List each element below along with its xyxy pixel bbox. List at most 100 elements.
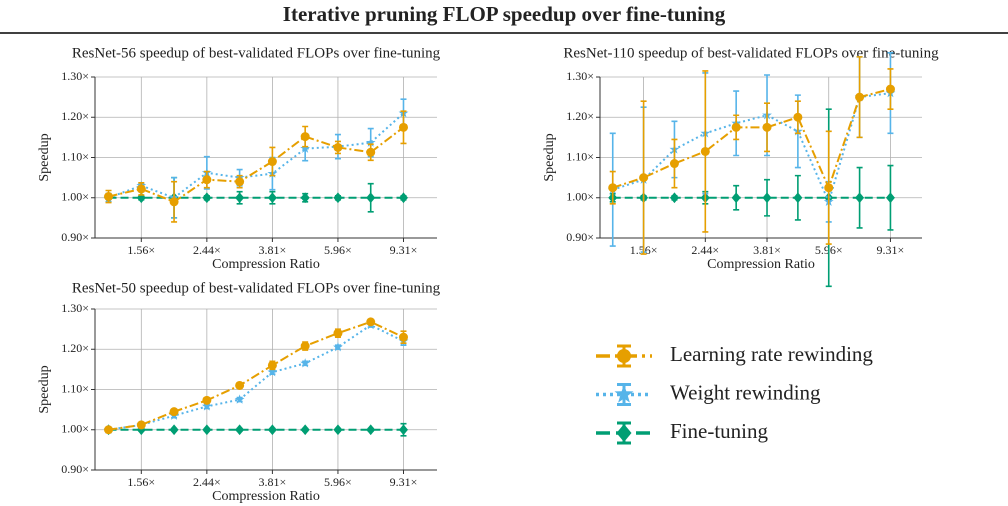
y-tick-label: 1.00× (566, 190, 594, 204)
marker (234, 394, 245, 404)
y-axis-label: Speedup (37, 133, 52, 181)
marker (639, 173, 649, 183)
subplot-title: ResNet-56 speedup of best-validated FLOP… (72, 45, 441, 61)
series (104, 422, 408, 437)
marker (366, 147, 376, 157)
legend-label: Weight rewinding (670, 380, 821, 404)
series-line (108, 112, 405, 199)
marker (169, 424, 179, 436)
y-tick-label: 1.20× (61, 109, 89, 123)
x-tick-label: 9.31× (877, 243, 905, 257)
series-line (612, 88, 891, 191)
x-tick-label: 3.81× (259, 243, 287, 257)
series (104, 317, 408, 435)
marker (300, 341, 310, 351)
marker (608, 183, 618, 193)
marker (398, 332, 408, 342)
marker (300, 143, 311, 153)
x-tick-label: 9.31× (390, 243, 418, 257)
marker (731, 192, 741, 204)
marker (235, 192, 245, 204)
marker (333, 424, 343, 436)
marker (267, 192, 277, 204)
marker (793, 112, 803, 122)
marker (333, 328, 343, 338)
x-tick-label: 1.56× (127, 243, 155, 257)
y-axis-label: Speedup (542, 133, 557, 181)
marker (366, 192, 376, 204)
x-tick-label: 9.31× (390, 475, 418, 489)
marker (202, 424, 212, 436)
marker (855, 192, 865, 204)
marker (398, 122, 408, 132)
y-tick-label: 0.90× (61, 462, 89, 476)
x-tick-label: 5.96× (324, 475, 352, 489)
subplot-title: ResNet-50 speedup of best-validated FLOP… (72, 280, 441, 296)
x-tick-label: 5.96× (324, 243, 352, 257)
marker (398, 192, 408, 204)
marker (202, 395, 212, 405)
marker (855, 92, 865, 102)
marker (136, 184, 146, 194)
marker (104, 192, 114, 202)
marker (762, 122, 772, 132)
y-tick-label: 0.90× (61, 230, 89, 244)
marker (333, 342, 343, 352)
legend-marker (616, 424, 632, 442)
marker (267, 157, 277, 167)
marker (824, 183, 834, 193)
marker (300, 358, 311, 368)
x-tick-label: 3.81× (259, 475, 287, 489)
y-tick-label: 1.20× (61, 341, 89, 355)
series (104, 176, 408, 219)
x-tick-label: 1.56× (127, 475, 155, 489)
series (607, 52, 896, 253)
legend-label: Fine-tuning (670, 419, 768, 443)
marker (300, 132, 310, 142)
series-line (108, 320, 404, 431)
marker (333, 142, 343, 152)
x-axis-label: Compression Ratio (212, 257, 320, 272)
legend-label: Learning rate rewinding (670, 342, 873, 366)
marker (885, 192, 895, 204)
marker (136, 420, 146, 430)
marker (169, 407, 179, 417)
marker (267, 367, 278, 377)
figure-title: Iterative pruning FLOP speedup over fine… (283, 2, 726, 26)
marker (169, 197, 179, 207)
marker (201, 401, 212, 411)
y-tick-label: 1.30× (566, 69, 594, 83)
y-tick-label: 1.20× (566, 109, 594, 123)
marker (104, 425, 114, 435)
marker (136, 424, 146, 436)
series (608, 56, 895, 255)
marker (235, 380, 245, 390)
series-line (108, 323, 404, 431)
y-tick-label: 0.90× (566, 230, 594, 244)
x-axis-label: Compression Ratio (212, 489, 320, 504)
x-tick-label: 2.44× (691, 243, 719, 257)
series (103, 319, 409, 434)
y-tick-label: 1.00× (61, 422, 89, 436)
legend-marker (614, 384, 634, 403)
y-tick-label: 1.30× (61, 301, 89, 315)
series-line (108, 126, 405, 203)
marker (267, 424, 277, 436)
subplot-title: ResNet-110 speedup of best-validated FLO… (563, 45, 939, 61)
marker (731, 122, 741, 132)
marker (669, 192, 679, 204)
marker (762, 192, 772, 204)
y-tick-label: 1.30× (61, 69, 89, 83)
marker (300, 424, 310, 436)
marker (202, 175, 212, 185)
marker (398, 424, 408, 436)
x-tick-label: 3.81× (753, 243, 781, 257)
x-tick-label: 2.44× (193, 243, 221, 257)
y-tick-label: 1.00× (61, 190, 89, 204)
marker (793, 192, 803, 204)
x-tick-label: 2.44× (193, 475, 221, 489)
marker (669, 159, 679, 169)
x-axis-label: Compression Ratio (707, 257, 815, 272)
marker (365, 137, 376, 147)
